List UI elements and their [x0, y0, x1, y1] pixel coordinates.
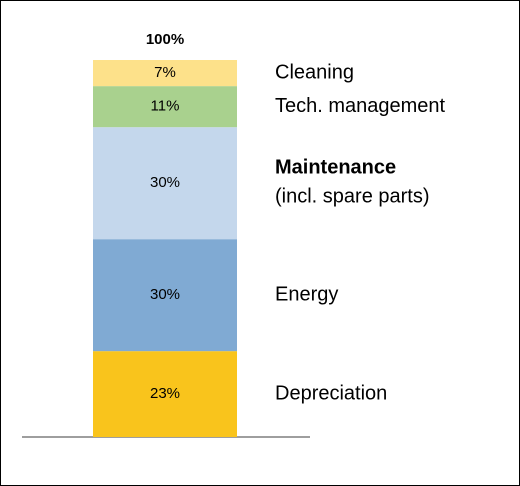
value-label: 23%	[150, 385, 180, 402]
bar-segment	[93, 127, 237, 240]
legend-note: (incl. spare parts)	[275, 185, 430, 207]
legend-label: Depreciation	[275, 382, 387, 404]
value-label: 7%	[154, 64, 176, 81]
legend-label: Energy	[275, 283, 338, 305]
total-label: 100%	[146, 31, 184, 48]
value-label: 30%	[150, 174, 180, 191]
value-label: 30%	[150, 286, 180, 303]
bar-segment	[93, 351, 237, 437]
bar-segment	[93, 239, 237, 352]
bar-segment	[93, 60, 237, 87]
value-label: 11%	[151, 98, 180, 115]
bar-segment	[93, 86, 237, 128]
legend-label: Cleaning	[275, 61, 354, 83]
legend-label: Tech. management	[275, 95, 446, 117]
legend-label: Maintenance	[275, 156, 396, 178]
